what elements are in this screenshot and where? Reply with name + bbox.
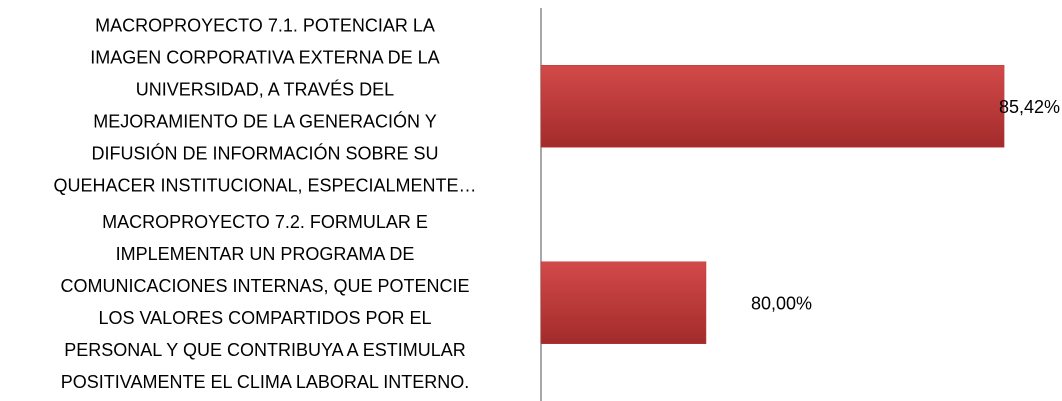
data-label: 80,00% [751,294,812,314]
bar [540,65,1005,148]
data-label: 85,42% [999,97,1060,117]
category-label: MACROPROYECTO 7.1. POTENCIAR LA IMAGEN CO… [53,15,476,195]
bar [540,261,707,344]
category-label: MACROPROYECTO 7.2. FORMULAR E IMPLEMENTAR… [60,212,469,392]
